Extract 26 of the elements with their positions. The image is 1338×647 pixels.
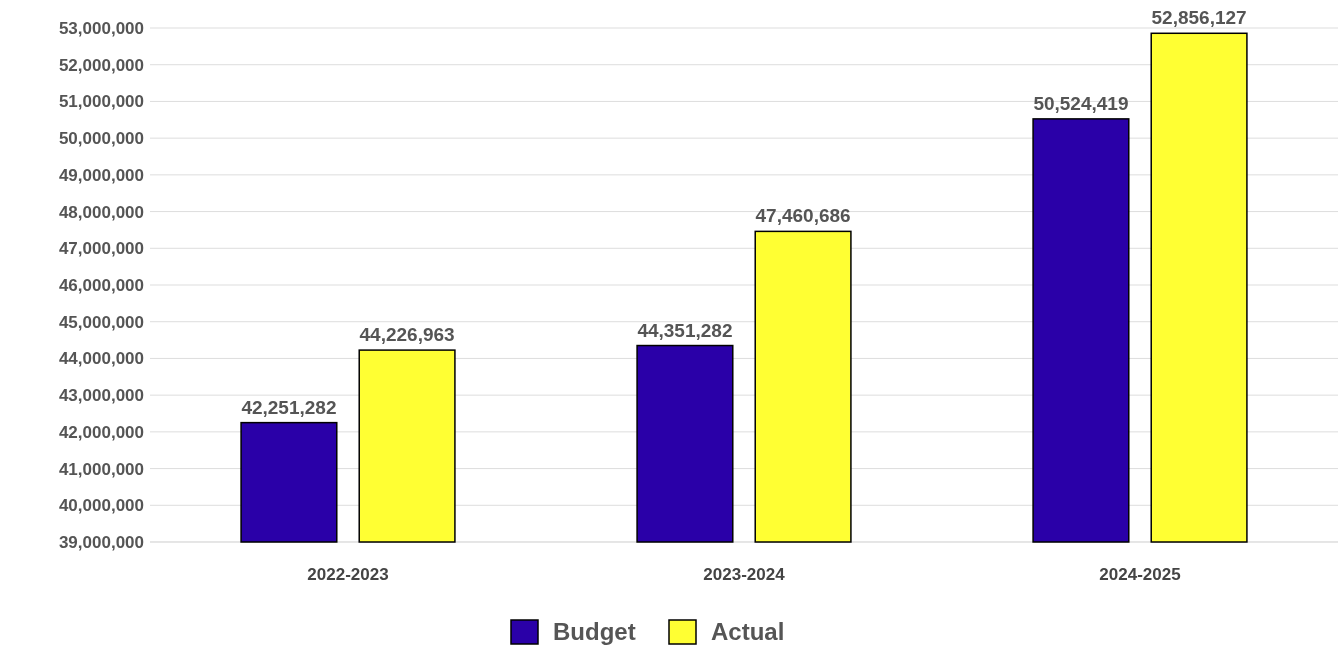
x-tick-label: 2023-2024 (703, 565, 786, 584)
y-tick-label: 43,000,000 (58, 386, 144, 406)
legend-label: Budget (553, 618, 636, 646)
x-tick-label: 2024-2025 (1099, 565, 1181, 584)
y-tick-label: 47,000,000 (58, 239, 144, 259)
y-tick-label: 46,000,000 (58, 275, 144, 295)
y-tick-label: 45,000,000 (58, 312, 144, 332)
data-label: 47,460,686 (755, 205, 851, 227)
y-tick-label: 39,000,000 (58, 532, 144, 552)
y-tick-label: 49,000,000 (58, 165, 144, 185)
y-tick-label: 41,000,000 (58, 459, 144, 479)
data-label: 50,524,419 (1033, 92, 1129, 114)
y-tick-label: 50,000,000 (58, 129, 144, 149)
legend-label: Actual (711, 618, 785, 646)
data-label: 44,226,963 (359, 324, 455, 346)
y-tick-label: 48,000,000 (58, 202, 144, 222)
y-tick-label: 52,000,000 (58, 55, 144, 75)
y-tick-label: 40,000,000 (58, 496, 144, 516)
y-tick-label: 53,000,000 (58, 18, 144, 38)
data-label: 52,856,127 (1151, 7, 1247, 29)
data-label: 44,351,282 (637, 319, 733, 341)
y-tick-label: 51,000,000 (58, 92, 144, 112)
data-label: 42,251,282 (241, 396, 337, 418)
x-tick-label: 2022-2023 (307, 565, 389, 584)
y-tick-label: 42,000,000 (58, 422, 144, 442)
y-tick-label: 44,000,000 (58, 349, 144, 369)
